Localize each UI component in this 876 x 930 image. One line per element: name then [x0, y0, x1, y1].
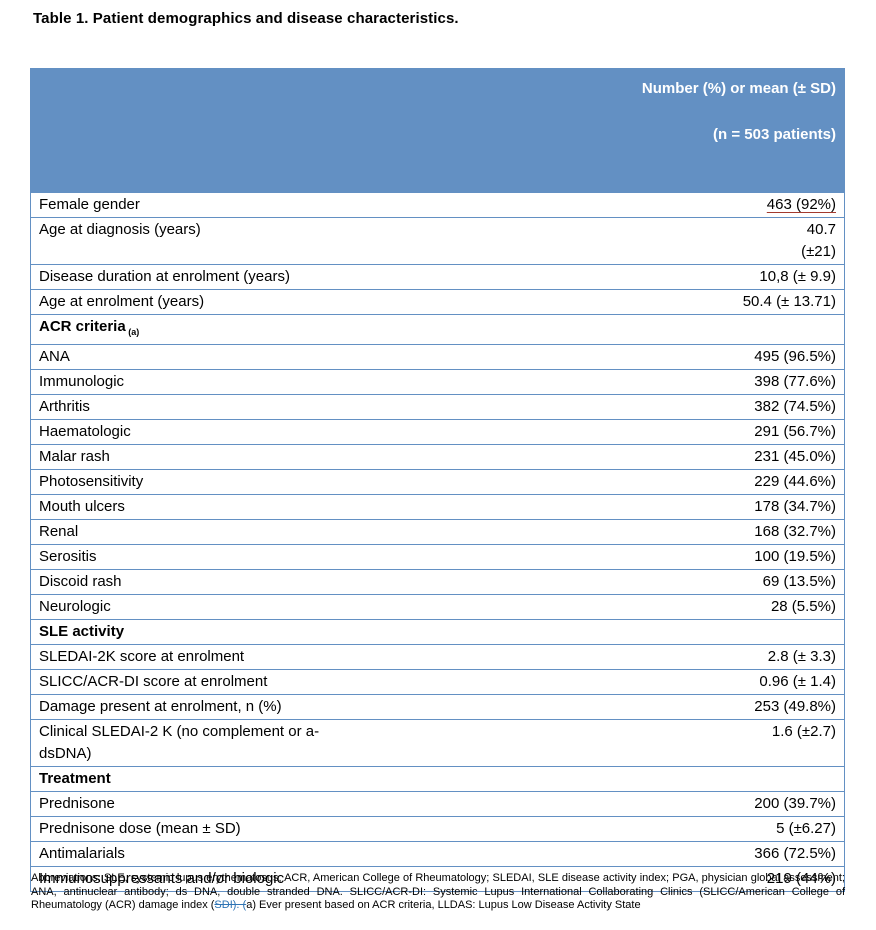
row-label: Female gender	[39, 196, 140, 213]
row-value: 231 (45.0%)	[754, 448, 836, 465]
row-value: 366 (72.5%)	[754, 845, 836, 862]
table-row: Antimalarials 366 (72.5%)	[31, 841, 844, 866]
row-label: Renal	[39, 523, 79, 540]
row-label: SLE activity	[39, 623, 125, 640]
footnote: Abbreviations: SLE, systemic lupus eryth…	[31, 872, 845, 913]
table-row: Malar rash 231 (45.0%)	[31, 444, 844, 469]
row-label: ANA	[39, 348, 70, 365]
row-value: 10,8 (± 9.9)	[759, 268, 836, 285]
table-row: Age at enrolment (years) 50.4 (± 13.71)	[31, 289, 844, 314]
table-row: Female gender 463 (92%)	[31, 192, 844, 217]
row-label: Disease duration at enrolment (years)	[39, 268, 290, 285]
row-label: Neurologic	[39, 598, 111, 615]
row-value: 229 (44.6%)	[754, 473, 836, 490]
table-row: Haematologic 291 (56.7%)	[31, 419, 844, 444]
footnote-text: Abbreviations: SLE, systemic lupus eryth…	[31, 872, 845, 911]
row-value: 5 (±6.27)	[776, 820, 836, 837]
table-header: Number (%) or mean (± SD) (n = 503 patie…	[31, 68, 844, 192]
section-row: SLE activity	[31, 619, 844, 644]
row-value: 382 (74.5%)	[754, 398, 836, 415]
table-row: ANA 495 (96.5%)	[31, 344, 844, 369]
table-row: Discoid rash 69 (13.5%)	[31, 569, 844, 594]
row-label: Haematologic	[39, 423, 131, 440]
table-row: Neurologic 28 (5.5%)	[31, 594, 844, 619]
table-row: Renal 168 (32.7%)	[31, 519, 844, 544]
row-label: Discoid rash	[39, 573, 122, 590]
table-row: Mouth ulcers 178 (34.7%)	[31, 494, 844, 519]
row-label: Clinical SLEDAI-2 K (no complement or a-…	[39, 723, 320, 762]
row-value: 50.4 (± 13.71)	[742, 293, 836, 310]
row-label: ACR criteria (a)	[39, 318, 140, 337]
table-row: Prednisone dose (mean ± SD) 5 (±6.27)	[31, 816, 844, 841]
section-row: ACR criteria (a)	[31, 314, 844, 344]
row-value: 219 (44%)	[766, 870, 836, 887]
row-value: 463 (92%)	[766, 196, 836, 213]
section-row: Treatment	[31, 766, 844, 791]
row-value: 291 (56.7%)	[754, 423, 836, 440]
table-body: Female gender 463 (92%) Age at diagnosis (…	[31, 192, 844, 891]
table-row: Prednisone 200 (39.7%)	[31, 791, 844, 816]
table-row: Damage present at enrolment, n (%) 253 (4…	[31, 694, 844, 719]
row-label: SLICC/ACR-DI score at enrolment	[39, 673, 268, 690]
table-row: SLEDAI-2K score at enrolment 2.8 (± 3.3)	[31, 644, 844, 669]
row-value: 0.96 (± 1.4)	[759, 673, 836, 690]
table-row: Age at diagnosis (years) 40.7 (±21)	[31, 217, 844, 264]
row-value: 40.7 (±21)	[801, 221, 836, 260]
row-label: Immunosuppressants and/or biologic	[39, 870, 285, 887]
row-label: Age at enrolment (years)	[39, 293, 205, 310]
row-label: Prednisone	[39, 795, 115, 812]
demographics-table: Number (%) or mean (± SD) (n = 503 patie…	[30, 68, 845, 892]
row-value: 253 (49.8%)	[754, 698, 836, 715]
row-value: 28 (5.5%)	[770, 598, 836, 615]
row-value: 1.6 (±2.7)	[771, 723, 836, 740]
row-label: Immunologic	[39, 373, 125, 390]
row-label: Mouth ulcers	[39, 498, 125, 515]
row-label: Treatment	[39, 770, 111, 787]
row-label: Damage present at enrolment, n (%)	[39, 698, 282, 715]
row-label: Antimalarials	[39, 845, 125, 862]
row-value: 495 (96.5%)	[754, 348, 836, 365]
row-value: 178 (34.7%)	[754, 498, 836, 515]
row-label: Malar rash	[39, 448, 110, 465]
table-row: Arthritis 382 (74.5%)	[31, 394, 844, 419]
row-label: Photosensitivity	[39, 473, 144, 490]
table-row: Disease duration at enrolment (years) 10,…	[31, 264, 844, 289]
row-label: SLEDAI-2K score at enrolment	[39, 648, 245, 665]
row-label: Serositis	[39, 548, 97, 565]
row-label: Prednisone dose (mean ± SD)	[39, 820, 241, 837]
row-value: 2.8 (± 3.3)	[767, 648, 836, 665]
row-label: Age at diagnosis (years)	[39, 221, 201, 238]
row-label: Arthritis	[39, 398, 90, 415]
table-row: Serositis 100 (19.5%)	[31, 544, 844, 569]
row-value: 168 (32.7%)	[754, 523, 836, 540]
header-measure-label: Number (%) or mean (± SD)	[641, 80, 836, 97]
row-value: 200 (39.7%)	[754, 795, 836, 812]
row-label-subscript: (a)	[125, 327, 140, 337]
table-title: Table 1. Patient demographics and diseas…	[33, 10, 459, 27]
table-row: SLICC/ACR-DI score at enrolment 0.96 (± 1…	[31, 669, 844, 694]
header-sample-size: (n = 503 patients)	[713, 126, 836, 143]
table-row: Photosensitivity 229 (44.6%)	[31, 469, 844, 494]
row-value: 398 (77.6%)	[754, 373, 836, 390]
row-value: 100 (19.5%)	[754, 548, 836, 565]
footnote-deleted-text: SDI). (	[214, 899, 247, 911]
table-row: Clinical SLEDAI-2 K (no complement or a-…	[31, 719, 844, 766]
row-value: 69 (13.5%)	[762, 573, 836, 590]
table-row: Immunosuppressants and/or biologic 219 (4…	[31, 866, 844, 891]
table-row: Immunologic 398 (77.6%)	[31, 369, 844, 394]
footnote-text-continued: a) Ever present based on ACR criteria, L…	[246, 899, 641, 911]
